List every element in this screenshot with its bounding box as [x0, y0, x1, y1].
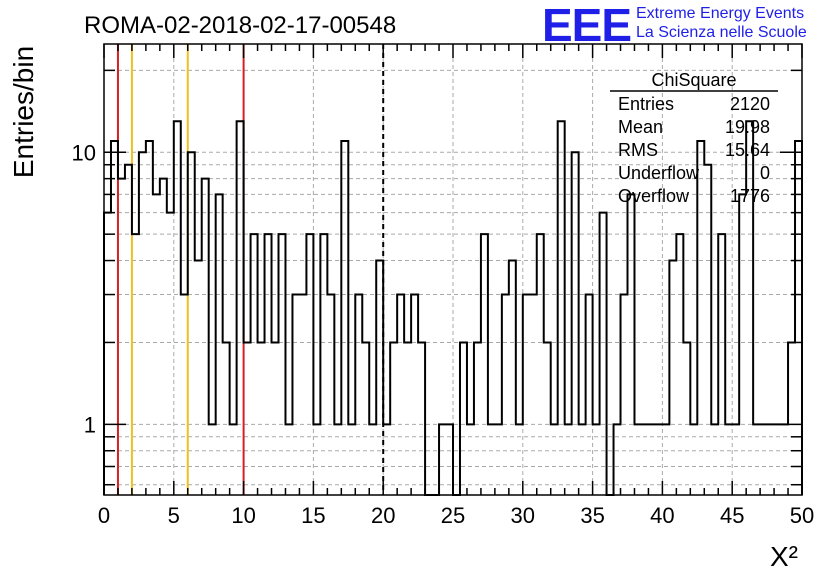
x-tick-label-4: 20 — [371, 503, 395, 528]
x-tick-label-6: 30 — [511, 503, 535, 528]
x-tick-label-2: 10 — [231, 503, 255, 528]
eee-logo-line2: La Scienza nelle Scuole — [636, 24, 807, 41]
y-tick-label-0: 1 — [84, 412, 96, 437]
eee-logo-line1: Extreme Energy Events — [636, 5, 805, 22]
tick-labels: 0 5 10 15 20 25 30 35 40 45 50 1 10 — [72, 140, 815, 528]
stats-title: ChiSquare — [651, 70, 736, 90]
stats-value-mean: 19.98 — [725, 117, 770, 137]
x-tick-label-10: 50 — [790, 503, 814, 528]
x-tick-label-0: 0 — [98, 503, 110, 528]
x-axis-label: Χ² — [770, 541, 798, 572]
x-tick-label-7: 35 — [580, 503, 604, 528]
stats-value-rms: 15.64 — [725, 140, 770, 160]
stats-label-underflow: Underflow — [618, 163, 700, 183]
y-tick-label-1: 10 — [72, 140, 96, 165]
stats-label-rms: RMS — [618, 140, 658, 160]
stats-label-overflow: Overflow — [618, 186, 690, 206]
stats-value-entries: 2120 — [730, 94, 770, 114]
x-tick-label-5: 25 — [441, 503, 465, 528]
stats-value-underflow: 0 — [760, 163, 770, 183]
stats-value-overflow: 1776 — [730, 186, 770, 206]
chart-title: ROMA-02-2018-02-17-00548 — [84, 12, 396, 39]
stats-label-entries: Entries — [618, 94, 674, 114]
stats-label-mean: Mean — [618, 117, 663, 137]
x-tick-label-9: 45 — [720, 503, 744, 528]
eee-logo: EEE — [542, 0, 632, 51]
stats-box: ChiSquare Entries 2120 Mean 19.98 RMS 15… — [610, 70, 778, 206]
y-axis-label: Entries/bin — [8, 46, 39, 178]
axis-ticks — [103, 44, 803, 495]
x-tick-label-8: 40 — [650, 503, 674, 528]
x-tick-label-1: 5 — [168, 503, 180, 528]
x-tick-label-3: 15 — [301, 503, 325, 528]
